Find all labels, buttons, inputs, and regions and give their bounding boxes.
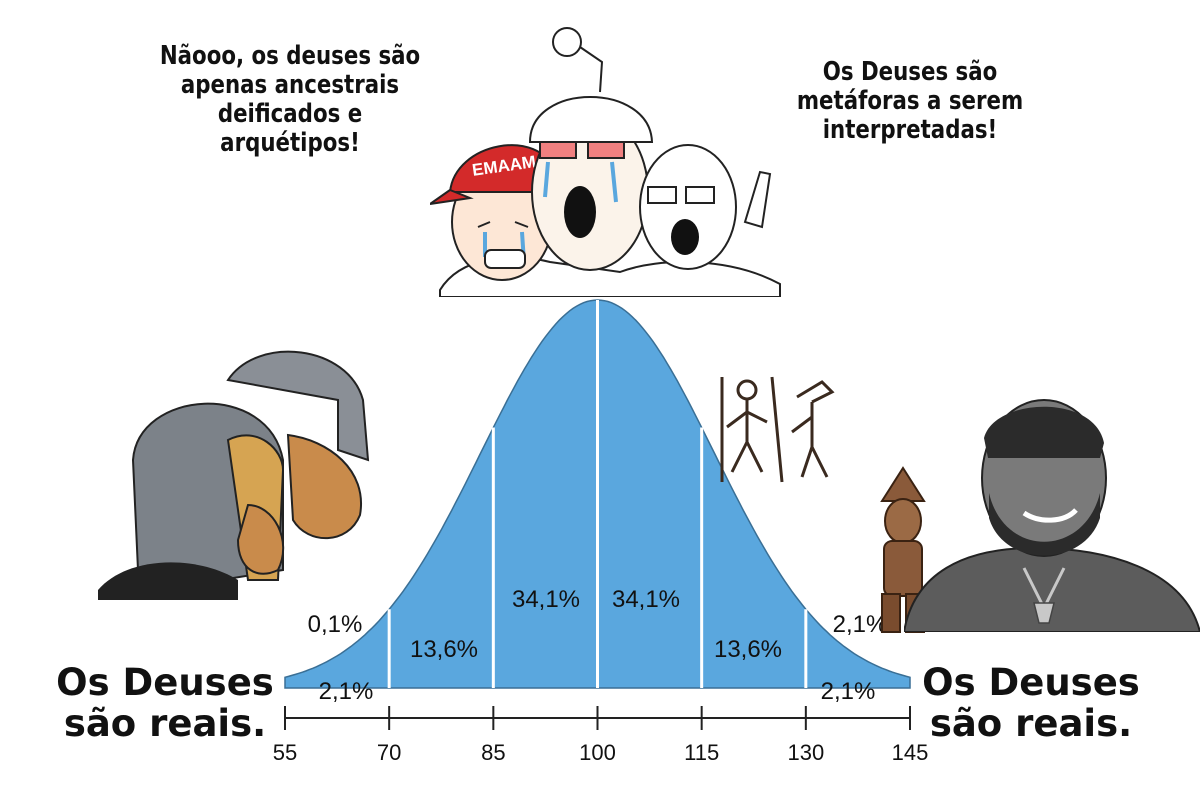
label-bottom-left: Os Deuses são reais.	[56, 661, 274, 746]
x-tick-label-85: 85	[481, 740, 505, 765]
x-tick-label-55: 55	[273, 740, 297, 765]
crying-wojak-cap-icon: EMAAM	[430, 144, 557, 281]
x-tick-label-130: 130	[787, 740, 824, 765]
caption-top-right: Os Deuses são metáforas a serem interpre…	[796, 57, 1024, 146]
pct-label-right-center: 34,1%	[612, 586, 680, 613]
x-tick-label-115: 115	[684, 740, 719, 765]
x-axis-ticks: 55 70 85 100 115 130 145	[273, 706, 929, 765]
pct-label-left-outer: 2,1%	[319, 678, 374, 705]
helmeted-warriors-figure	[98, 350, 370, 600]
crying-wojak-hat-icon	[528, 27, 654, 271]
label-bottom-right: Os Deuses são reais.	[922, 661, 1140, 746]
wojak-group-figure: EMAAM	[430, 27, 781, 297]
x-tick-label-100: 100	[579, 740, 616, 765]
pct-label-tail-left: 0,1%	[308, 611, 363, 638]
caption-top-left: Nãooo, os deuses são apenas ancestrais d…	[159, 41, 421, 159]
gigachad-figure	[904, 399, 1200, 632]
x-tick-label-70: 70	[377, 740, 401, 765]
x-tick-label-145: 145	[892, 740, 929, 765]
bald-wojak-pointing-icon	[639, 144, 772, 270]
pct-label-right-outer: 2,1%	[821, 678, 876, 705]
pct-label-tail-right: 2,1%	[833, 611, 888, 638]
pct-label-left-center: 34,1%	[512, 586, 580, 613]
pct-label-right-mid: 13,6%	[714, 636, 782, 663]
pct-label-left-mid: 13,6%	[410, 636, 478, 663]
rock-carving-figures	[720, 376, 835, 483]
sd-dividers	[387, 300, 808, 688]
